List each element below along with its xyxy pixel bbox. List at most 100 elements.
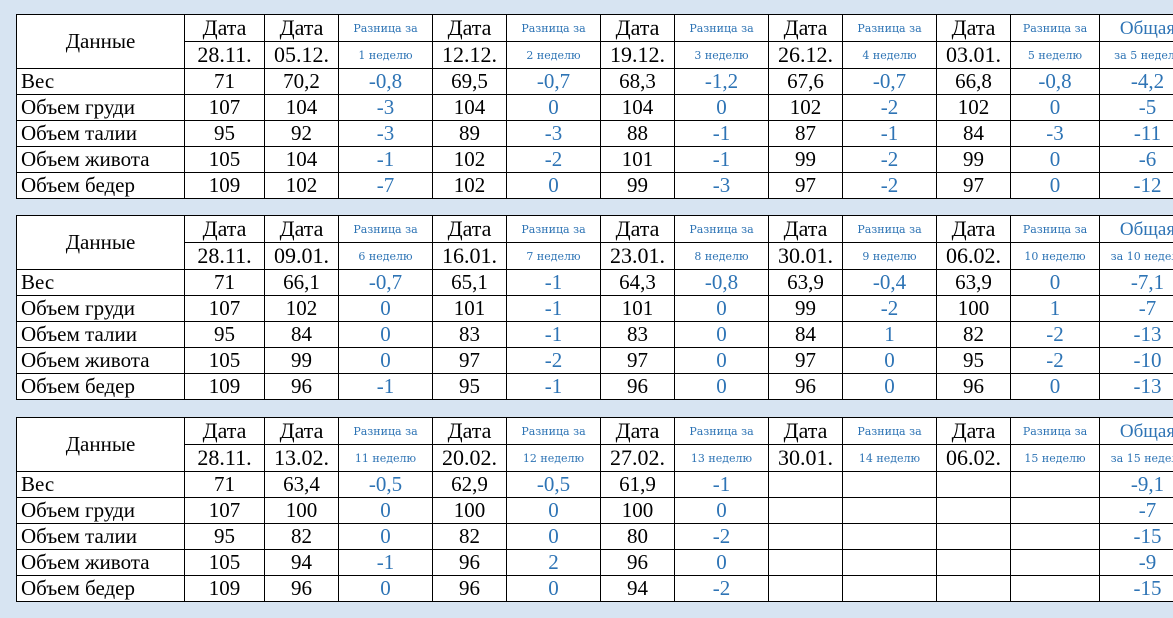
measurement-table: Данные Дата Дата Разница за Дата Разница за Да…	[16, 14, 1173, 199]
total-value: -13	[1099, 373, 1173, 400]
difference-value: 0	[674, 295, 769, 322]
difference-value: -0,7	[338, 269, 433, 296]
date-value: 12.12.	[432, 41, 507, 69]
difference-value: -2	[842, 146, 937, 173]
measurement-value: 101	[432, 295, 507, 322]
difference-value: -3	[338, 120, 433, 147]
difference-value	[1010, 549, 1100, 576]
diff-week-label: 8 неделю	[674, 242, 769, 270]
date-header: Дата	[184, 215, 265, 243]
difference-value: 0	[1010, 373, 1100, 400]
date-value: 06.02.	[936, 242, 1011, 270]
difference-value: 0	[338, 523, 433, 550]
total-value: -5	[1099, 94, 1173, 121]
measurement-value: 94	[264, 549, 339, 576]
base-value: 107	[184, 94, 265, 121]
measurement-value: 96	[600, 373, 675, 400]
data-table: Данные Дата Дата Разница за Дата Разница за Да…	[16, 14, 1173, 199]
measurement-value: 96	[432, 575, 507, 602]
difference-value: -3	[1010, 120, 1100, 147]
diff-header: Разница за	[1010, 417, 1100, 445]
difference-value	[1010, 497, 1100, 524]
base-value: 71	[184, 471, 265, 498]
measurement-value: 101	[600, 146, 675, 173]
measurement-value: 82	[264, 523, 339, 550]
diff-week-label: 12 неделю	[506, 444, 601, 472]
difference-value: -1	[506, 295, 601, 322]
measurement-value	[768, 497, 843, 524]
difference-value: -2	[1010, 347, 1100, 374]
total-value: -12	[1099, 172, 1173, 199]
header-row: 28.11. 13.02. 11 неделю 20.02. 12 неделю 27.0…	[17, 444, 1173, 472]
header-row: Данные Дата Дата Разница за Дата Разница за Да…	[16, 14, 1173, 69]
difference-value: -0,5	[506, 471, 601, 498]
diff-week-label: 15 неделю	[1010, 444, 1100, 472]
base-value: 109	[184, 373, 265, 400]
measurement-value: 102	[264, 295, 339, 322]
diff-week-label: 13 неделю	[674, 444, 769, 472]
total-value: -7,1	[1099, 269, 1173, 296]
diff-header: Разница за	[842, 417, 937, 445]
diff-header: Разница за	[1010, 215, 1100, 243]
date-header: Дата	[432, 215, 507, 243]
difference-value: -3	[674, 172, 769, 199]
measurement-value	[768, 523, 843, 550]
base-value: 95	[184, 523, 265, 550]
row-label: Объем бедер	[16, 373, 185, 400]
difference-value: -3	[338, 94, 433, 121]
diff-week-label: 11 неделю	[338, 444, 433, 472]
measurement-value: 84	[936, 120, 1011, 147]
measurement-value: 100	[264, 497, 339, 524]
measurement-value: 102	[936, 94, 1011, 121]
difference-value: 2	[506, 549, 601, 576]
difference-value: 0	[338, 497, 433, 524]
difference-value	[1010, 523, 1100, 550]
table-row: Вес 71 63,4 -0,5 62,9 -0,5 61,9 -1 -9,1	[16, 471, 1173, 498]
measurement-value: 97	[936, 172, 1011, 199]
difference-value: -0,8	[338, 68, 433, 95]
header-data-label: Данные	[16, 417, 185, 472]
difference-value: -0,7	[842, 68, 937, 95]
diff-week-label: 3 неделю	[674, 41, 769, 69]
difference-value	[842, 575, 937, 602]
difference-value: 0	[506, 172, 601, 199]
measurement-value: 69,5	[432, 68, 507, 95]
measurement-value: 102	[768, 94, 843, 121]
diff-week-label: 7 неделю	[506, 242, 601, 270]
measurement-value: 63,4	[264, 471, 339, 498]
difference-value: 0	[506, 94, 601, 121]
measurement-value	[768, 549, 843, 576]
table-row: Объем талии 95 82 0 82 0 80 -2 -15	[16, 523, 1173, 550]
measurement-value: 83	[600, 321, 675, 348]
row-label: Вес	[16, 269, 185, 296]
difference-value: -2	[674, 575, 769, 602]
difference-value: 0	[674, 373, 769, 400]
difference-value: 1	[1010, 295, 1100, 322]
date-header: Дата	[432, 14, 507, 42]
table-row: Объем талии 95 92 -3 89 -3 88 -1 87 -1 84 -3 -11	[16, 120, 1173, 147]
header-row: Данные Дата Дата Разница за Дата Разница за Да…	[16, 417, 1173, 472]
date-value: 06.02.	[936, 444, 1011, 472]
date-value: 27.02.	[600, 444, 675, 472]
table-row: Объем груди 107 100 0 100 0 100 0 -7	[16, 497, 1173, 524]
total-header: Общая	[1099, 215, 1173, 243]
diff-header: Разница за	[842, 215, 937, 243]
measurement-value: 68,3	[600, 68, 675, 95]
measurement-value: 63,9	[768, 269, 843, 296]
diff-week-label: 10 неделю	[1010, 242, 1100, 270]
difference-value: 0	[842, 347, 937, 374]
measurement-value: 101	[600, 295, 675, 322]
date-header: Дата	[432, 417, 507, 445]
measurement-value: 104	[264, 94, 339, 121]
difference-value: -0,5	[338, 471, 433, 498]
table-row: Вес 71 66,1 -0,7 65,1 -1 64,3 -0,8 63,9 -0,4 63,9 0…	[16, 269, 1173, 296]
difference-value: 0	[1010, 172, 1100, 199]
difference-value: 0	[674, 347, 769, 374]
diff-week-label: 9 неделю	[842, 242, 937, 270]
total-value: -13	[1099, 321, 1173, 348]
difference-value: 0	[338, 295, 433, 322]
base-value: 95	[184, 120, 265, 147]
table-row: Объем живота 105 99 0 97 -2 97 0 97 0 95 -2 -10	[16, 347, 1173, 374]
date-header: Дата	[184, 417, 265, 445]
difference-value: -0,7	[506, 68, 601, 95]
